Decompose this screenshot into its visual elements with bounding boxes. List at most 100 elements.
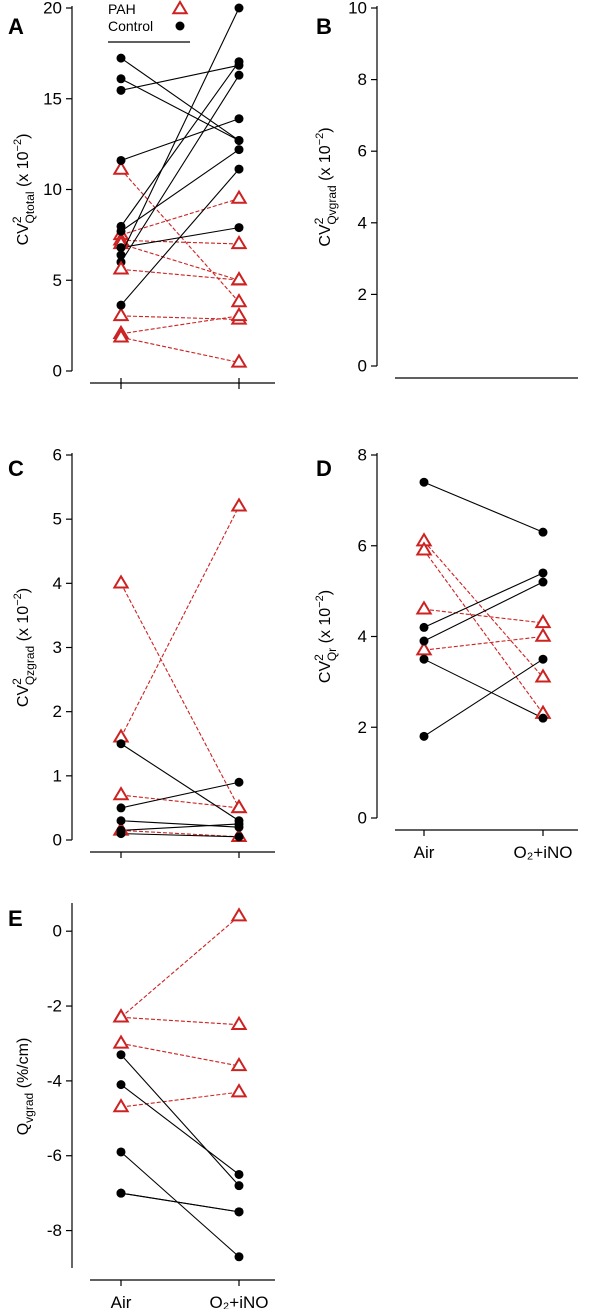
pah-point bbox=[415, 600, 433, 615]
pah-point bbox=[230, 234, 248, 250]
control-point bbox=[116, 829, 126, 839]
pah-point bbox=[112, 328, 130, 343]
y-axis-label-sub: Qzgrad bbox=[23, 646, 37, 685]
legend-label: PAH bbox=[108, 1, 136, 17]
control-pair-line bbox=[423, 481, 544, 533]
pah-pair-line bbox=[423, 540, 544, 678]
control-point bbox=[538, 654, 548, 664]
control-point bbox=[234, 1169, 244, 1179]
control-point bbox=[116, 1050, 126, 1060]
y-axis-label-exp: −2 bbox=[314, 133, 326, 146]
control-pair-line bbox=[120, 57, 240, 141]
pah-pair-line bbox=[120, 315, 240, 321]
control-point bbox=[419, 654, 429, 664]
y-axis-label-main: CV bbox=[317, 224, 334, 247]
y-tick-label: 8 bbox=[358, 446, 367, 465]
y-axis-label-unit: (x 10 bbox=[15, 151, 32, 191]
pah-point bbox=[230, 271, 248, 286]
control-point bbox=[116, 1147, 126, 1157]
y-tick-label: 6 bbox=[358, 142, 367, 161]
control-point bbox=[538, 568, 548, 578]
y-tick-label: 0 bbox=[358, 357, 367, 376]
legend-label: Control bbox=[108, 18, 153, 34]
pah-pair-line bbox=[120, 198, 240, 236]
control-point bbox=[234, 145, 244, 155]
control-point bbox=[234, 70, 244, 80]
legend-marker-circle bbox=[175, 21, 185, 31]
control-point bbox=[234, 1207, 244, 1217]
y-tick-label: -4 bbox=[47, 1071, 62, 1090]
pah-point bbox=[534, 668, 552, 683]
control-pair-line bbox=[120, 1084, 240, 1175]
y-tick-label: 10 bbox=[43, 180, 62, 199]
control-pair-line bbox=[120, 61, 240, 227]
y-tick-label: 3 bbox=[53, 638, 62, 657]
pah-pair-line bbox=[120, 915, 240, 1018]
control-point bbox=[116, 816, 126, 826]
control-point bbox=[234, 3, 244, 13]
pah-point bbox=[534, 627, 552, 642]
control-pair-line bbox=[120, 823, 240, 831]
y-axis-label-sup: 2 bbox=[10, 678, 24, 685]
pah-point bbox=[112, 1098, 130, 1113]
pah-point bbox=[230, 798, 248, 814]
control-point bbox=[234, 135, 244, 145]
control-pair-line bbox=[120, 1054, 240, 1187]
pah-point bbox=[112, 1008, 130, 1023]
control-point bbox=[116, 1080, 126, 1090]
y-axis-label-exp: −2 bbox=[12, 593, 24, 606]
y-tick-label: 4 bbox=[358, 213, 367, 232]
control-point bbox=[116, 74, 126, 84]
control-point bbox=[116, 300, 126, 310]
control-point bbox=[116, 85, 126, 95]
pah-pair-line bbox=[120, 315, 240, 335]
control-point bbox=[116, 221, 126, 231]
pah-pair-line bbox=[120, 506, 240, 738]
pah-pair-line bbox=[120, 794, 240, 809]
control-pair-line bbox=[120, 1151, 240, 1258]
y-axis-label-unit: (%/cm) bbox=[15, 1038, 32, 1093]
pah-point bbox=[534, 613, 552, 629]
control-point bbox=[234, 819, 244, 829]
pah-pair-line bbox=[120, 243, 240, 281]
y-axis-label-close: ) bbox=[15, 134, 32, 139]
pah-point bbox=[415, 641, 433, 656]
pah-pair-line bbox=[120, 169, 240, 303]
control-point bbox=[234, 223, 244, 233]
control-pair-line bbox=[120, 64, 240, 91]
control-point bbox=[419, 477, 429, 487]
y-axis-label-main: CV bbox=[15, 685, 32, 708]
pah-point bbox=[112, 260, 130, 275]
pah-pair-line bbox=[120, 1091, 240, 1108]
y-tick-label: 6 bbox=[358, 536, 367, 555]
y-axis-label-close: ) bbox=[317, 590, 334, 595]
y-axis-label-unit: (x 10 bbox=[317, 145, 334, 185]
pah-pair-line bbox=[120, 1042, 240, 1067]
y-axis-label-main: Q bbox=[15, 1123, 32, 1135]
control-point bbox=[116, 803, 126, 813]
y-tick-label: 2 bbox=[53, 702, 62, 721]
pah-pair-line bbox=[423, 608, 544, 624]
y-tick-label: 4 bbox=[358, 627, 367, 646]
control-point bbox=[538, 713, 548, 723]
control-point bbox=[234, 1252, 244, 1262]
control-point bbox=[538, 527, 548, 537]
pah-point bbox=[415, 541, 433, 556]
pah-point bbox=[230, 1015, 248, 1030]
y-tick-label: 0 bbox=[358, 809, 367, 828]
y-axis-label: CV2Qr (x 10−2) bbox=[312, 590, 339, 683]
pah-point bbox=[112, 306, 130, 322]
y-axis-label-exp: −2 bbox=[314, 595, 326, 608]
y-axis-label-main: CV bbox=[15, 223, 32, 246]
y-axis-label-sup: 2 bbox=[10, 216, 24, 223]
control-point bbox=[234, 114, 244, 124]
y-axis-label-sub: Qvgrad bbox=[325, 185, 339, 224]
control-point bbox=[234, 57, 244, 67]
pah-point bbox=[112, 160, 130, 175]
pah-point bbox=[112, 786, 130, 801]
panel-letter: D bbox=[316, 456, 332, 481]
y-tick-label: 6 bbox=[53, 446, 62, 465]
y-tick-label: 10 bbox=[348, 0, 367, 18]
y-tick-label: 8 bbox=[358, 70, 367, 89]
y-tick-label: 0 bbox=[53, 831, 62, 850]
